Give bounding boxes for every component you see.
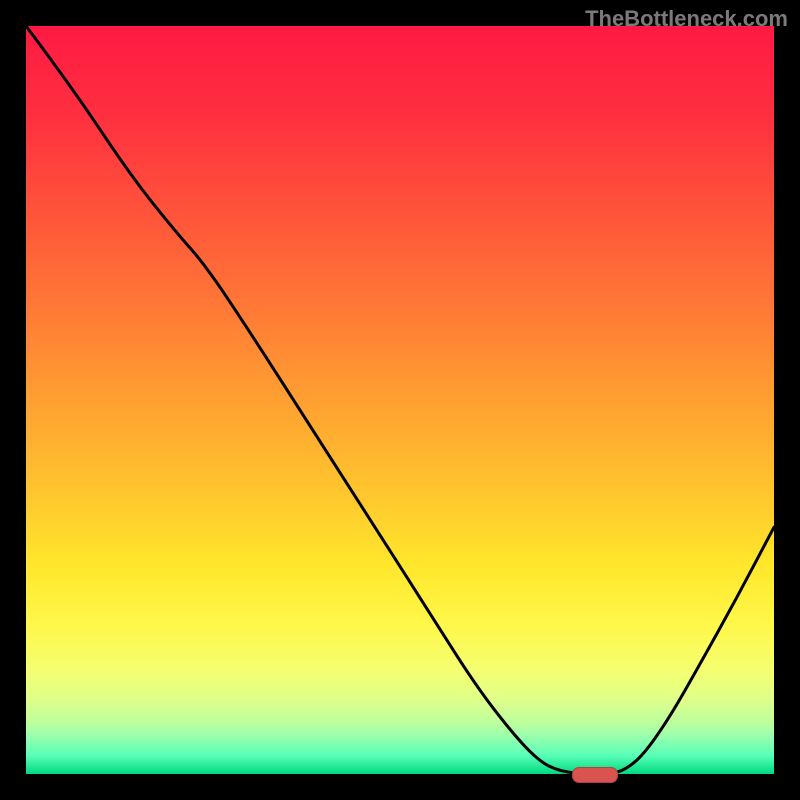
bottleneck-curve (26, 26, 774, 774)
watermark-text: TheBottleneck.com (585, 6, 788, 32)
bottleneck-marker (572, 767, 618, 783)
